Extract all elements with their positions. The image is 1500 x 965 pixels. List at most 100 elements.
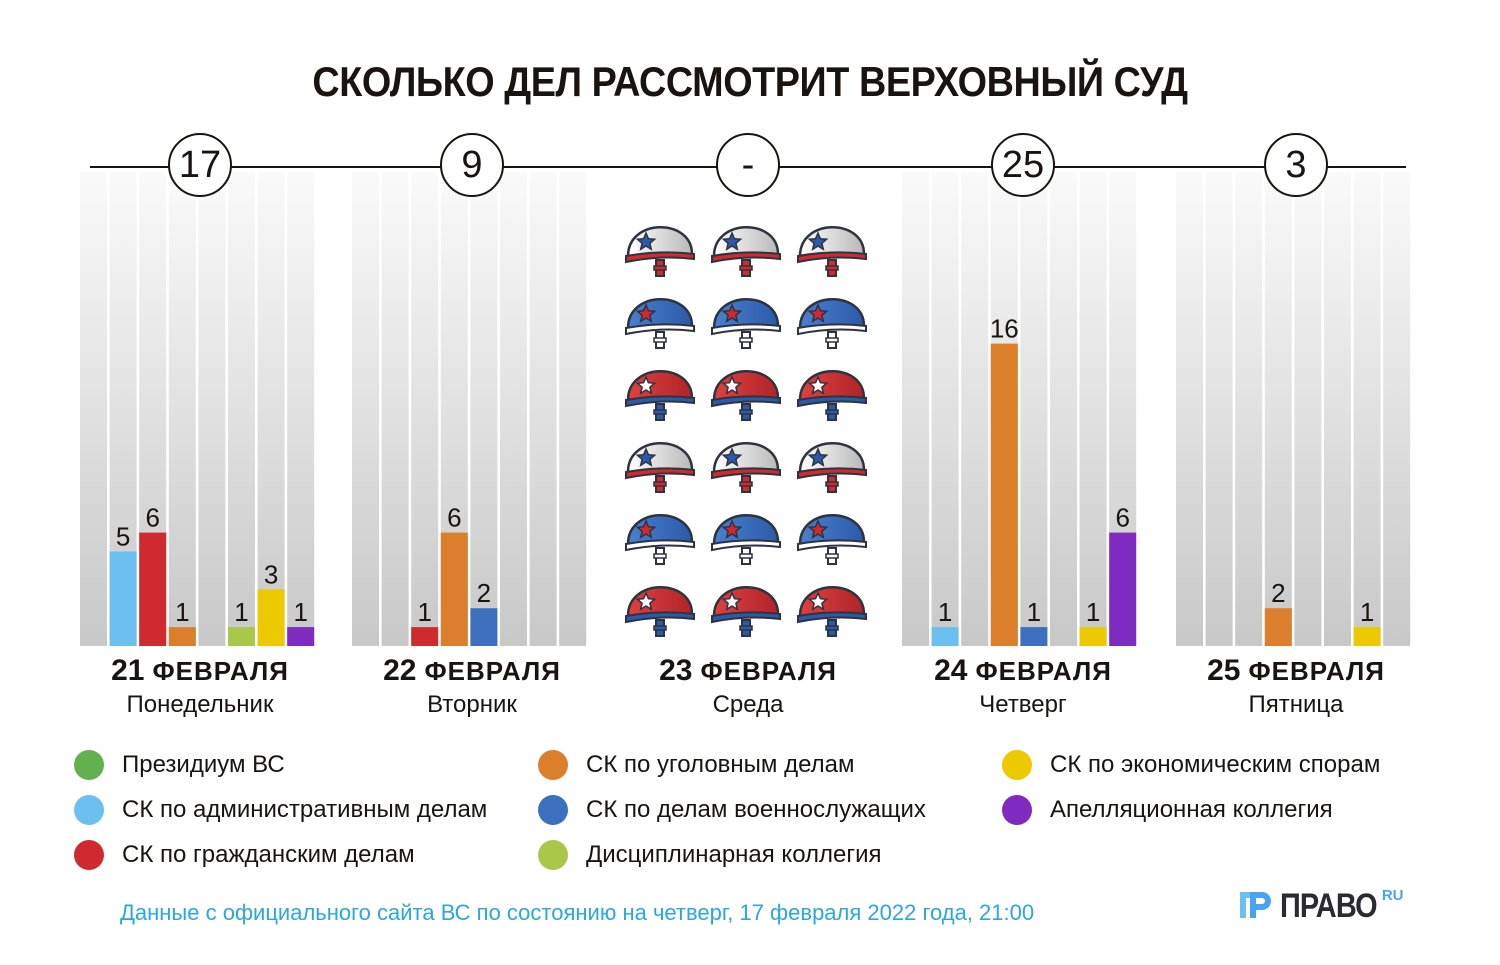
- bar-value-label: 1: [175, 597, 189, 627]
- day-date: 23 ФЕВРАЛЯ: [598, 653, 898, 689]
- star-icon: [721, 375, 743, 395]
- bar: [1109, 532, 1137, 646]
- star-icon: [721, 303, 743, 323]
- star-icon: [721, 519, 743, 539]
- column-background: [470, 172, 498, 646]
- legend-color-dot-icon: [74, 795, 104, 825]
- day-date-month: ФЕВРАЛЯ: [152, 656, 289, 686]
- bar: [411, 627, 439, 646]
- military-helmet-icon: [625, 586, 695, 637]
- bar-value-label: 1: [1360, 597, 1374, 627]
- legend-color-dot-icon: [1002, 750, 1032, 780]
- star-icon: [635, 591, 657, 611]
- star-icon: [635, 231, 657, 251]
- day-date-number: 25: [1207, 654, 1241, 687]
- column-background: [80, 172, 107, 646]
- star-icon: [807, 303, 829, 323]
- star-icon: [721, 591, 743, 611]
- bar-value-label: 6: [447, 503, 461, 533]
- day-label: 24 ФЕВРАЛЯ Четверг: [873, 653, 1173, 721]
- column-background: [902, 172, 929, 646]
- legend-label: СК по экономическим спорам: [1050, 751, 1381, 778]
- bar-value-label: 6: [1115, 503, 1129, 533]
- legend-color-dot-icon: [538, 795, 568, 825]
- day-date-number: 21: [111, 654, 145, 687]
- bar: [168, 627, 196, 646]
- bar-value-label: 1: [417, 597, 431, 627]
- legend-color-dot-icon: [74, 750, 104, 780]
- day-date: 25 ФЕВРАЛЯ: [1146, 653, 1446, 689]
- bar-value-label: 1: [1027, 597, 1041, 627]
- column-background: [287, 172, 315, 646]
- military-helmet-icon: [711, 442, 781, 493]
- logo-word: ПРАВО: [1280, 887, 1378, 925]
- day-total-badge: 25: [991, 133, 1055, 197]
- day-label: 22 ФЕВРАЛЯ Вторник: [322, 653, 622, 721]
- bar-value-label: 5: [116, 522, 130, 552]
- military-helmet-icon: [797, 226, 867, 277]
- day-weekday: Пятница: [1248, 691, 1344, 718]
- legend-label: Дисциплинарная коллегия: [586, 841, 882, 868]
- star-icon: [635, 375, 657, 395]
- star-icon: [721, 231, 743, 251]
- column-background: [228, 172, 255, 646]
- bar-value-label: 16: [990, 314, 1019, 344]
- bar-value-label: 6: [145, 503, 159, 533]
- column-background: [257, 172, 285, 646]
- military-helmet-icon: [711, 370, 781, 421]
- column-background: [931, 172, 959, 646]
- column-background: [500, 172, 527, 646]
- bar: [931, 627, 959, 646]
- day-date: 22 ФЕВРАЛЯ: [322, 653, 622, 689]
- bar-value-label: 1: [234, 597, 248, 627]
- military-helmet-icon: [711, 586, 781, 637]
- military-helmet-icon: [797, 586, 867, 637]
- star-icon: [807, 375, 829, 395]
- bar: [1264, 608, 1292, 646]
- column-background: [168, 172, 196, 646]
- legend-color-dot-icon: [1002, 795, 1032, 825]
- star-icon: [807, 519, 829, 539]
- day-total-badge: -: [716, 133, 780, 197]
- day-date-month: ФЕВРАЛЯ: [975, 656, 1112, 686]
- military-helmet-icon: [625, 442, 695, 493]
- column-background: [961, 172, 989, 646]
- military-helmet-icon: [625, 370, 695, 421]
- legend-item: СК по административным делам: [74, 795, 487, 825]
- bar: [287, 627, 315, 646]
- star-icon: [635, 519, 657, 539]
- day-date-number: 23: [659, 654, 693, 687]
- pravo-ru-logo: ПРАВО RU: [1238, 888, 1404, 924]
- legend-item: Дисциплинарная коллегия: [538, 840, 882, 870]
- chart-title: СКОЛЬКО ДЕЛ РАССМОТРИТ ВЕРХОВНЫЙ СУД: [312, 58, 1188, 105]
- column-background: [381, 172, 409, 646]
- legend-item: СК по экономическим спорам: [1002, 750, 1380, 780]
- military-helmet-icon: [625, 226, 695, 277]
- star-icon: [721, 447, 743, 467]
- bar-value-label: 3: [264, 559, 278, 589]
- day-date-number: 24: [934, 654, 968, 687]
- legend-item: СК по делам военнослужащих: [538, 795, 926, 825]
- legend-item: СК по гражданским делам: [74, 840, 415, 870]
- military-helmet-icon: [625, 298, 695, 349]
- day-total-badge: 17: [168, 133, 232, 197]
- column-background: [411, 172, 439, 646]
- legend-label: СК по уголовным делам: [586, 751, 855, 778]
- pravo-logo-icon: [1240, 892, 1271, 918]
- star-icon: [807, 231, 829, 251]
- day-label: 25 ФЕВРАЛЯ Пятница: [1146, 653, 1446, 721]
- legend-color-dot-icon: [538, 840, 568, 870]
- legend-label: Апелляционная коллегия: [1050, 796, 1333, 823]
- column-background: [1294, 172, 1322, 646]
- bar-value-label: 1: [938, 597, 952, 627]
- source-footnote: Данные с официального сайта ВС по состоя…: [120, 900, 1035, 925]
- column-background: [559, 172, 587, 646]
- column-background: [529, 172, 557, 646]
- day-weekday: Вторник: [427, 691, 517, 718]
- column-background: [1264, 172, 1292, 646]
- legend-label: СК по административным делам: [122, 796, 488, 823]
- day-total-badge: 9: [440, 133, 504, 197]
- military-helmet-icon: [625, 514, 695, 565]
- column-background: [352, 172, 379, 646]
- bar-value-label: 1: [293, 597, 307, 627]
